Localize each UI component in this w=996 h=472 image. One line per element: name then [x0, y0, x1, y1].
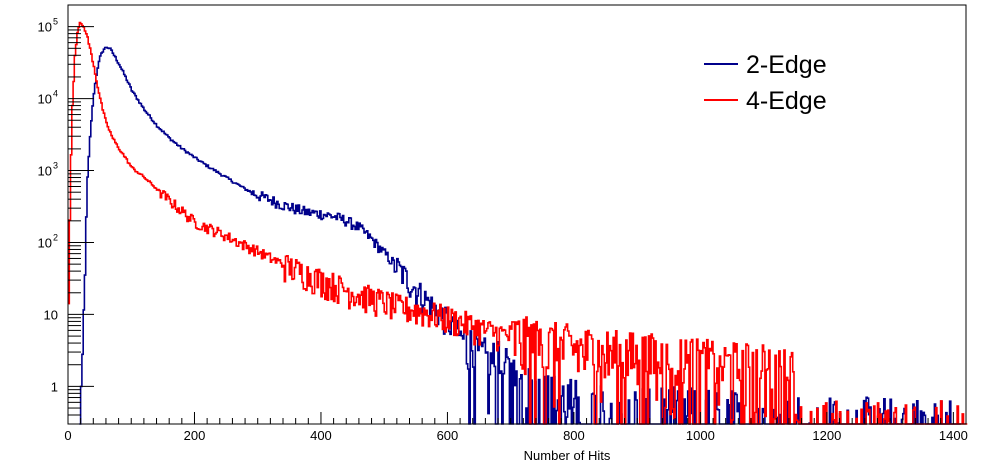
series-layer	[68, 21, 968, 425]
y-tick-label: 10	[38, 20, 52, 35]
x-tick-label: 1200	[812, 428, 841, 443]
x-tick-label: 600	[437, 428, 459, 443]
legend: 2-Edge 4-Edge	[704, 51, 827, 115]
series-line-2-edge	[79, 46, 961, 425]
legend-label: 4-Edge	[746, 87, 827, 115]
y-tick-exponent: 5	[53, 17, 58, 27]
x-tick-label: 800	[563, 428, 585, 443]
y-tick-label: 10	[38, 92, 52, 107]
x-tick-label: 1000	[686, 428, 715, 443]
x-axis-label: Number of Hits	[524, 448, 611, 463]
x-tick-label: 0	[64, 428, 71, 443]
x-tick-label: 1400	[939, 428, 968, 443]
y-tick-label: 10	[44, 307, 58, 322]
y-tick-exponent: 4	[53, 89, 58, 99]
y-tick-label: 10	[38, 164, 52, 179]
x-tick-label: 200	[184, 428, 206, 443]
series-line-4-edge	[68, 21, 968, 425]
y-tick-label: 10	[38, 235, 52, 250]
y-tick-exponent: 3	[53, 161, 58, 171]
x-tick-label: 400	[310, 428, 332, 443]
y-tick-exponent: 2	[53, 232, 58, 242]
legend-label: 2-Edge	[746, 51, 827, 79]
y-tick-label: 1	[51, 379, 58, 394]
plot-frame	[67, 4, 967, 425]
x-axis: 0 200 400 600 800 1000 1200 1400	[64, 412, 968, 443]
